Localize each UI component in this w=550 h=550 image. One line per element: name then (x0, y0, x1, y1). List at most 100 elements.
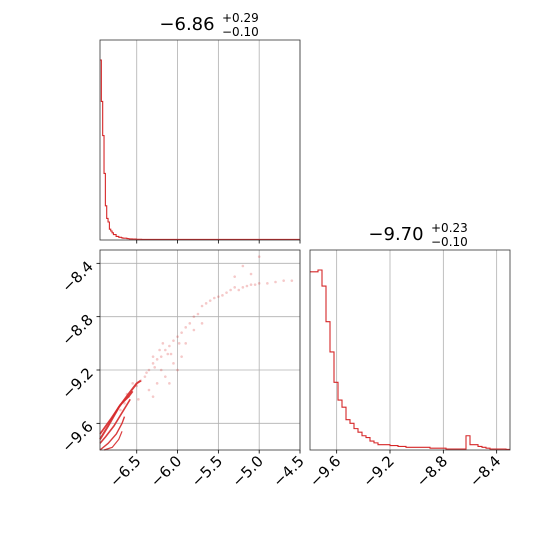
scatter-point-31 (241, 286, 245, 289)
title-param-1-median: −6.86 (159, 14, 214, 35)
title-param-1-minus: −0.10 (222, 25, 259, 39)
scatter-point-24 (212, 296, 216, 300)
ticklabel-hist-param-2-2: −8.8 (413, 452, 451, 490)
ticklabel-2d-y-2: −8.8 (58, 311, 96, 349)
scatter-point-6 (151, 362, 155, 365)
scatter-point-43 (233, 275, 236, 278)
title-param-2-median: −9.70 (368, 224, 423, 245)
scatter-point-59 (200, 322, 204, 325)
scatter-point-60 (176, 368, 179, 372)
histogram-panel-param-1: −6.86 +0.29 −0.10 (99, 11, 301, 244)
scatter-point-27 (225, 291, 228, 294)
ticks-hist-param-2: −9.6 −9.2 −8.8 −8.4 (306, 450, 504, 491)
title-param-1-plus: +0.29 (222, 11, 259, 25)
scatter-point-52 (168, 382, 171, 385)
scatter-point-36 (266, 282, 269, 285)
scatter-point-15 (177, 342, 181, 345)
scatter-point-51 (159, 368, 163, 372)
axes-frame-hist-param-1 (99, 39, 301, 241)
scatter-point-33 (249, 283, 253, 286)
ticklabel-2d-y-3: −8.4 (58, 257, 96, 295)
scatter-point-57 (184, 342, 188, 345)
scatter-point-17 (184, 326, 188, 329)
scatter-point-61 (169, 352, 173, 356)
scatter-point-25 (217, 295, 220, 298)
contour-line-4 (103, 431, 123, 451)
scatter-point-53 (164, 375, 167, 378)
scatter-point-64 (151, 355, 155, 358)
scatter-point-56 (180, 355, 183, 358)
scatter-point-42 (249, 272, 253, 276)
axes-frame-2d (99, 249, 301, 451)
scatter-point-29 (233, 286, 236, 289)
histogram-step-param-1 (100, 59, 300, 241)
scatter-point-4 (145, 371, 148, 374)
scatter-point-13 (172, 339, 175, 342)
grid-hist-param-1 (136, 40, 301, 240)
ticks-2d: −6.5 −6.0 −5.5 −5.0 −4.5 −9.6 −9.2 −8.8 −8.4 (58, 257, 307, 490)
scatter-point-48 (137, 398, 140, 401)
axes-frame-hist-param-2 (309, 249, 511, 451)
scatter-point-41 (241, 264, 245, 268)
scatter-point-30 (237, 288, 241, 292)
contour-line-3 (99, 416, 126, 451)
scatter-point-49 (147, 388, 151, 392)
scatter-point-11 (166, 352, 170, 356)
title-param-2-minus: −0.10 (431, 235, 468, 249)
histogram-step-param-2 (310, 269, 510, 451)
scatter-2d-panel: −6.5 −6.0 −5.5 −5.0 −4.5 −9.6 −9.2 −8.8 −8.4 (58, 249, 308, 491)
scatter-point-0 (131, 382, 134, 385)
ticks-hist-param-1 (136, 240, 301, 244)
scatter-point-23 (208, 299, 212, 302)
scatter-point-9 (159, 355, 163, 358)
contour-line-2 (99, 398, 131, 444)
ticklabel-2d-y-1: −9.2 (58, 364, 96, 402)
scatter-point-20 (196, 312, 200, 316)
histogram-panel-param-2: −9.6 −9.2 −8.8 −8.4 −9.70 +0.23 −0.10 (306, 221, 511, 491)
scatter-point-45 (123, 402, 126, 405)
ticklabel-2d-x-4: −4.5 (269, 452, 307, 490)
scatter-point-55 (172, 362, 175, 365)
scatter-point-50 (155, 382, 159, 385)
grid-2d (100, 250, 301, 450)
scatter-point-26 (221, 294, 224, 297)
scatter-point-62 (161, 342, 165, 345)
scatter-point-54 (151, 395, 155, 398)
contour-lines (99, 379, 142, 451)
scatter-points (119, 255, 294, 412)
scatter-point-58 (192, 328, 196, 332)
ticklabel-2d-x-1: −6.0 (147, 452, 185, 490)
scatter-point-35 (257, 282, 261, 285)
scatter-point-46 (119, 408, 122, 412)
ticklabel-hist-param-2-0: −9.6 (306, 452, 344, 490)
scatter-point-19 (192, 315, 196, 318)
scatter-point-37 (274, 280, 277, 284)
contour-line-1 (99, 390, 134, 435)
scatter-point-38 (282, 279, 285, 282)
ticklabel-2d-x-0: −6.5 (106, 452, 144, 490)
ticklabel-2d-x-3: −5.0 (229, 452, 267, 490)
scatter-point-10 (164, 348, 167, 352)
scatter-point-18 (188, 322, 192, 325)
scatter-point-63 (158, 348, 161, 352)
scatter-point-16 (180, 331, 183, 334)
scatter-point-32 (245, 284, 249, 288)
scatter-point-3 (143, 375, 147, 378)
scatter-point-22 (204, 302, 208, 305)
scatter-point-7 (153, 366, 156, 369)
ticklabel-2d-y-0: −9.6 (58, 417, 96, 455)
scatter-point-14 (176, 335, 179, 338)
scatter-point-40 (257, 255, 261, 258)
ticklabel-hist-param-2-3: −8.4 (466, 452, 504, 490)
scatter-point-21 (200, 304, 204, 308)
scatter-point-28 (229, 288, 232, 292)
ticklabel-2d-x-2: −5.5 (188, 452, 226, 490)
grid-hist-param-2 (336, 250, 498, 450)
scatter-point-5 (147, 368, 151, 372)
scatter-point-8 (155, 358, 159, 361)
title-param-2-plus: +0.23 (431, 221, 468, 235)
scatter-point-34 (253, 283, 257, 286)
scatter-point-39 (290, 279, 294, 282)
scatter-point-12 (168, 344, 171, 348)
